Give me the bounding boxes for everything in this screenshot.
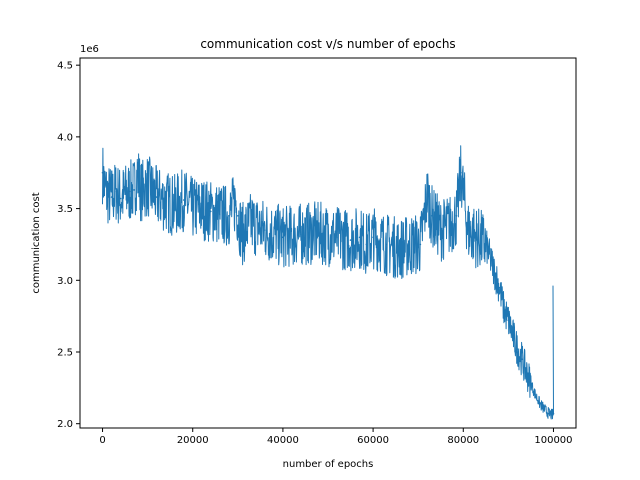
series-point xyxy=(358,236,361,239)
chart-title: communication cost v/s number of epochs xyxy=(200,37,455,51)
series-point xyxy=(385,243,388,246)
series-point xyxy=(412,243,415,246)
series-point xyxy=(200,207,203,210)
series-point xyxy=(101,171,104,174)
series-point xyxy=(448,225,451,227)
series-point xyxy=(399,247,401,250)
y-tick-label: 3.5 xyxy=(57,204,73,215)
series-point xyxy=(104,186,106,188)
series-point xyxy=(460,171,462,174)
series-point xyxy=(439,229,442,231)
series-point xyxy=(365,243,368,246)
series-point xyxy=(210,210,212,213)
x-tick-label: 20000 xyxy=(177,435,209,446)
series-point xyxy=(430,215,433,217)
series-point xyxy=(133,189,135,191)
series-point xyxy=(372,236,374,239)
series-point xyxy=(494,272,496,274)
series-point xyxy=(426,193,429,195)
series-point xyxy=(234,200,237,203)
series-point xyxy=(228,215,230,217)
y-tick-label: 4.0 xyxy=(57,132,73,143)
x-tick-label: 60000 xyxy=(357,435,389,446)
series-point xyxy=(237,215,239,217)
x-tick-label: 100000 xyxy=(534,435,572,446)
series-point xyxy=(241,233,244,236)
series-point xyxy=(525,371,528,373)
series-point xyxy=(539,402,541,405)
y-tick-label: 2.5 xyxy=(57,347,73,358)
series-point xyxy=(173,204,176,207)
series-point xyxy=(467,229,469,231)
y-axis-ticks: 2.0 2.5 3.0 3.5 4.0 4.5 xyxy=(57,61,80,430)
series-point xyxy=(124,193,126,195)
series-point xyxy=(300,233,302,236)
series-line-group xyxy=(101,145,555,420)
series-point xyxy=(530,382,532,385)
series-point xyxy=(164,200,167,203)
series-point xyxy=(521,358,523,361)
series-point xyxy=(476,236,478,239)
series-point xyxy=(552,412,555,415)
series-point xyxy=(534,394,537,396)
y-axis-label: communication cost xyxy=(31,192,42,293)
series-point xyxy=(485,243,487,246)
x-tick-label: 40000 xyxy=(267,435,299,446)
y-tick-label: 4.5 xyxy=(57,61,73,72)
x-axis-ticks: 0 20000 40000 60000 80000 100000 xyxy=(99,428,573,446)
series-point xyxy=(455,215,458,217)
series-point xyxy=(507,319,510,322)
series-point xyxy=(543,408,546,411)
series-point xyxy=(110,196,113,198)
y-tick-label: 2.0 xyxy=(57,419,73,430)
series-point xyxy=(318,232,320,234)
series-point xyxy=(516,348,519,350)
series-point xyxy=(191,207,194,210)
series-point xyxy=(128,190,131,193)
series-point xyxy=(419,243,422,246)
series-point xyxy=(264,229,266,231)
series-point xyxy=(512,334,514,336)
series-point xyxy=(182,199,185,201)
series-point xyxy=(115,190,117,193)
series-point xyxy=(140,190,142,193)
series-point xyxy=(551,414,554,416)
x-axis-label: number of epochs xyxy=(283,459,374,470)
series-point xyxy=(136,171,139,174)
series-point xyxy=(106,193,108,195)
series-point xyxy=(146,184,149,187)
series-point xyxy=(282,236,284,239)
series-point xyxy=(155,196,158,198)
y-tick-label: 3.0 xyxy=(57,276,73,287)
y-offset-label: 1e6 xyxy=(80,44,99,55)
series-point xyxy=(119,197,122,200)
series-point xyxy=(503,308,505,310)
x-tick-label: 80000 xyxy=(447,435,479,446)
series-point xyxy=(548,412,550,415)
plot-frame xyxy=(79,57,577,429)
series-point xyxy=(250,222,253,224)
series-point xyxy=(336,236,338,239)
x-tick-label: 0 xyxy=(99,435,105,446)
series-point xyxy=(498,286,501,289)
series-line xyxy=(102,145,554,420)
series-point xyxy=(349,239,352,241)
series-point xyxy=(219,213,221,216)
